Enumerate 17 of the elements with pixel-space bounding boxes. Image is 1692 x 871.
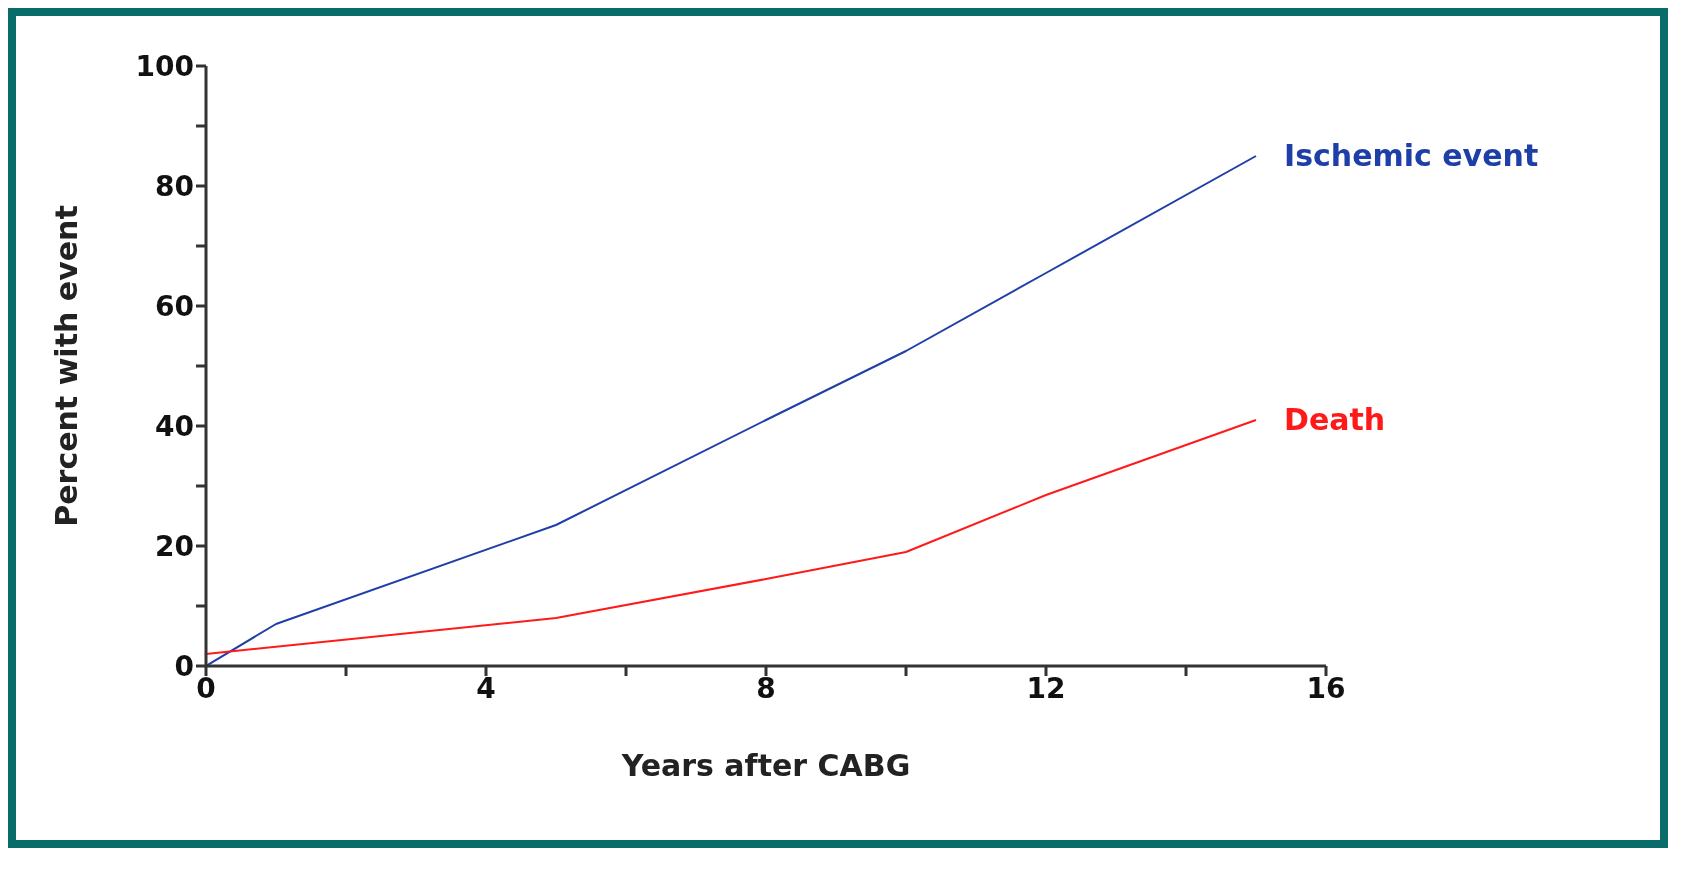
line-series (206, 155, 1257, 666)
x-tick-label: 4 (476, 671, 496, 705)
y-tick-label: 0 (174, 649, 194, 683)
line-series (206, 419, 1257, 655)
x-tick-label: 12 (1026, 671, 1066, 705)
x-axis-title: Years after CABG (620, 748, 911, 783)
x-tick-label: 16 (1306, 671, 1346, 705)
series-label: Death (1284, 402, 1386, 437)
y-tick-label: 100 (135, 49, 194, 83)
y-tick-label: 60 (155, 289, 194, 323)
y-tick-label: 20 (155, 529, 194, 563)
x-tick-label: 8 (756, 671, 776, 705)
x-tick-label: 0 (196, 671, 216, 705)
y-axis-title: Percent with event (48, 205, 84, 527)
series-label: Ischemic event (1284, 138, 1539, 173)
y-tick-label: 80 (155, 169, 194, 203)
y-tick-label: 40 (155, 409, 194, 443)
